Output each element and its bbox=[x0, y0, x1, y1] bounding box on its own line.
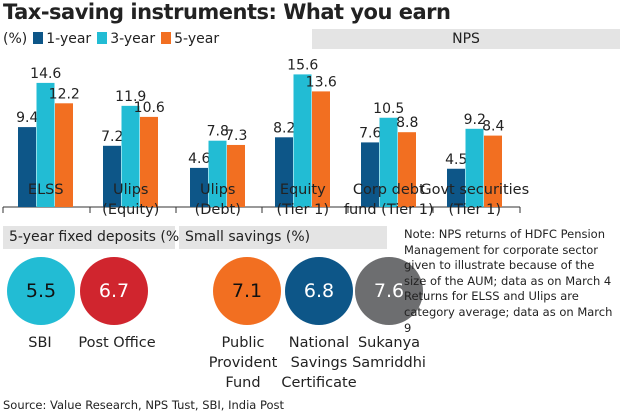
data-label: 8.4 bbox=[482, 119, 504, 135]
small-savings-header: Small savings (%) bbox=[179, 226, 387, 249]
data-label: 7.3 bbox=[225, 128, 247, 144]
data-label: 13.6 bbox=[306, 74, 337, 90]
category-label: Ulips bbox=[113, 182, 148, 198]
fixed-deposits-header: 5-year fixed deposits (%) bbox=[3, 226, 185, 249]
data-label: 15.6 bbox=[287, 57, 318, 73]
bar-5-year bbox=[312, 91, 330, 207]
data-label: 11.9 bbox=[115, 89, 146, 105]
category-sublabel: (Equity) bbox=[102, 202, 159, 218]
category-sublabel: (Tier 1) bbox=[277, 202, 329, 218]
nps-header: NPS bbox=[312, 29, 620, 49]
source: Source: Value Research, NPS Tust, SBI, I… bbox=[3, 398, 285, 412]
legend-item-5-year: 5-year bbox=[161, 31, 219, 47]
category-label: ELSS bbox=[28, 182, 64, 198]
category-sublabel: (Tier 1) bbox=[449, 202, 501, 218]
bar-1-year bbox=[18, 127, 36, 207]
data-label: 9.2 bbox=[464, 112, 486, 128]
category-label: Ulips bbox=[200, 182, 235, 198]
data-label: 7.6 bbox=[359, 125, 381, 141]
bar-5-year bbox=[484, 135, 502, 207]
sbi-label: SBI bbox=[28, 335, 52, 351]
legend: (%) 1-year 3-year 5-year bbox=[3, 31, 219, 47]
legend-item-1-year: 1-year bbox=[33, 31, 91, 47]
nsc-label: National Savings Certificate bbox=[281, 335, 357, 391]
data-label: 8.2 bbox=[273, 120, 295, 136]
bar-1-year bbox=[275, 137, 293, 207]
bar-1-year bbox=[103, 145, 121, 207]
post-office-rate-circle: 6.7 bbox=[80, 257, 148, 325]
data-label: 10.5 bbox=[373, 101, 404, 117]
note: Note: NPS returns of HDFC Pension Manage… bbox=[404, 227, 613, 335]
sbi-rate-circle: 5.5 bbox=[7, 257, 75, 325]
bar-1-year bbox=[361, 142, 379, 207]
category-sublabel: fund (Tier 1) bbox=[344, 202, 434, 218]
chart-title: Tax-saving instruments: What you earn bbox=[3, 0, 451, 24]
sukanya-rate-circle: 7.6 bbox=[355, 257, 423, 325]
bar-3-year bbox=[36, 82, 55, 207]
data-label: 14.6 bbox=[30, 66, 61, 82]
legend-item-3-year: 3-year bbox=[97, 31, 155, 47]
bar-chart: 9.4 14.6 12.2 ELSS 7.2 11.910.6 Ulips (Equity) 4… bbox=[2, 57, 529, 218]
ppf-label: Public Provident Fund bbox=[208, 335, 278, 391]
post-office-label: Post Office bbox=[78, 335, 156, 351]
sukanya-label: Sukanya Samriddhi bbox=[352, 335, 426, 371]
nsc-rate-circle: 6.8 bbox=[285, 257, 353, 325]
bar-3-year bbox=[379, 117, 398, 207]
bar-5-year bbox=[140, 116, 158, 207]
ppf-rate-circle: 7.1 bbox=[213, 257, 281, 325]
legend-unit: (%) bbox=[3, 31, 28, 47]
bar-5-year bbox=[398, 132, 416, 207]
bar-3-year bbox=[208, 140, 227, 207]
category-sublabel: (Debt) bbox=[195, 202, 241, 218]
bar-5-year bbox=[227, 144, 245, 207]
bar-5-year bbox=[55, 103, 73, 207]
bar-3-year bbox=[293, 74, 312, 208]
bar-3-year bbox=[465, 128, 484, 207]
bar-3-year bbox=[121, 105, 140, 207]
data-label: 7.8 bbox=[207, 124, 229, 140]
data-label: 8.8 bbox=[396, 115, 418, 131]
category-label: Equity bbox=[280, 182, 326, 198]
data-label: 10.6 bbox=[134, 100, 165, 116]
bar-1-year bbox=[190, 167, 208, 207]
data-label: 12.2 bbox=[49, 86, 80, 102]
category-label: Govt securities bbox=[420, 182, 529, 198]
category-label: Corp debt bbox=[353, 182, 425, 198]
bar-1-year bbox=[447, 168, 465, 207]
data-label: 4.5 bbox=[445, 152, 467, 168]
data-label: 4.6 bbox=[188, 151, 210, 167]
data-label: 7.2 bbox=[101, 129, 123, 145]
data-label: 9.4 bbox=[16, 110, 38, 126]
